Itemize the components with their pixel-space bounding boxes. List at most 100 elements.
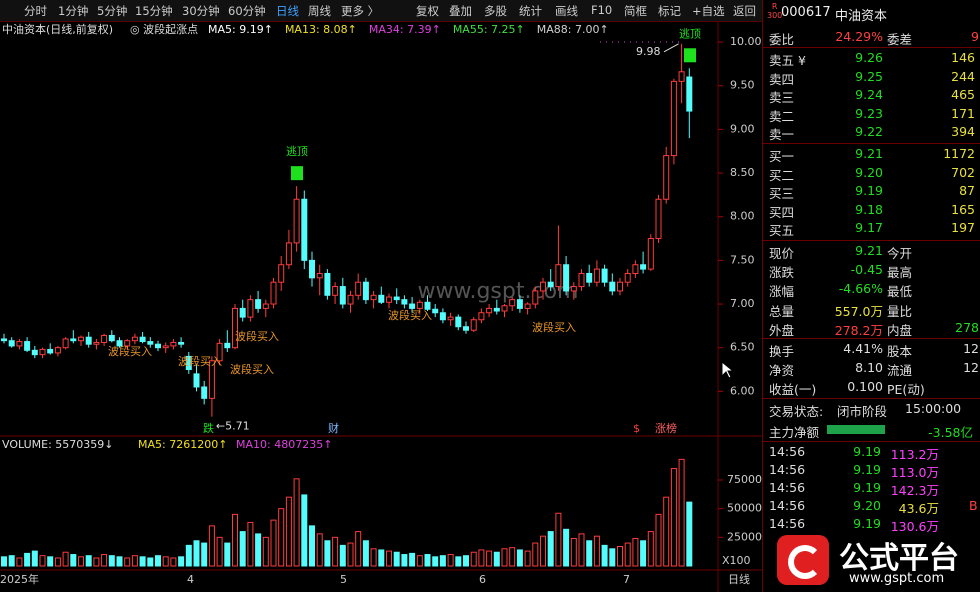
cell: 278.2万	[834, 322, 883, 338]
period-tab[interactable]: 15分钟	[135, 4, 173, 18]
volume-bar	[570, 537, 577, 567]
candle-body	[208, 360, 215, 399]
ma-label: MA13: 8.08↑	[285, 23, 357, 36]
period-tab[interactable]: 60分钟	[228, 4, 266, 18]
period-tab[interactable]: 周线	[308, 4, 331, 18]
volume-bar	[162, 556, 169, 567]
cell: -4.66%	[838, 281, 883, 297]
candle-body	[8, 340, 15, 347]
candle-body	[609, 281, 616, 292]
candle-body	[532, 290, 539, 305]
period-tab[interactable]: 1分钟	[58, 4, 89, 18]
ma-label: MA88: 7.00↑	[537, 23, 609, 36]
cell: 14:56	[769, 462, 806, 477]
event-label: $	[633, 422, 640, 435]
candle-body	[593, 268, 600, 283]
y-tick-label: 8.50	[730, 166, 755, 179]
tool-button[interactable]: 返回	[733, 4, 756, 18]
volume-bar	[108, 555, 115, 567]
period-tab[interactable]: 更多 〉	[341, 4, 380, 18]
candle-body	[655, 198, 662, 240]
cell: 9.25	[855, 68, 883, 84]
tool-button[interactable]: 统计	[519, 4, 542, 18]
volume-bar	[185, 544, 192, 567]
cell: 9.17	[855, 220, 883, 236]
candle-body	[463, 326, 469, 331]
y-tick-label: 50000	[727, 502, 762, 515]
volume-bar	[686, 501, 693, 567]
cell: 今开	[887, 246, 913, 261]
tool-button[interactable]: F10	[591, 3, 613, 17]
candle-body	[262, 303, 269, 309]
volume-bar	[478, 549, 485, 567]
volume-bar	[532, 542, 539, 567]
chart-title: 中油资本(日线,前复权)	[2, 22, 113, 36]
cell: 卖五 ¥	[769, 53, 806, 68]
volume-bar	[640, 540, 647, 567]
candle-body	[570, 286, 577, 292]
candle-body	[455, 316, 462, 328]
cell: 113.0万	[890, 465, 939, 480]
logo-mark	[788, 545, 822, 579]
cell: 现价	[769, 246, 795, 261]
escape-label: 逃顶	[679, 27, 701, 40]
y-tick-label: 75000	[727, 473, 762, 486]
volume-bar	[347, 542, 354, 567]
cell: 9.20	[855, 164, 883, 180]
divider	[763, 240, 980, 241]
period-tab[interactable]: 5分钟	[97, 4, 128, 18]
tool-button[interactable]: +自选	[692, 4, 725, 18]
cell: 9.19	[853, 444, 881, 459]
cell: PE(动)	[887, 382, 925, 397]
period-tab[interactable]: 分时	[24, 4, 47, 18]
flow-bar	[827, 425, 885, 434]
volume-bar	[447, 554, 454, 567]
volume-bar	[593, 535, 600, 567]
tool-button[interactable]: 叠加	[449, 4, 472, 18]
candle-body	[24, 341, 31, 351]
volume-bar	[547, 531, 554, 567]
volume-bar	[470, 551, 477, 567]
cell: 流通	[887, 363, 913, 378]
tool-button[interactable]: 复权	[416, 4, 439, 18]
cell: 8.10	[855, 360, 883, 375]
cell: 87	[959, 183, 975, 199]
candle-body	[516, 299, 523, 309]
tool-button[interactable]: 简框	[624, 4, 647, 18]
candle-body	[54, 347, 61, 354]
buy-signal: 波段买入	[532, 320, 576, 334]
candle-body	[309, 259, 315, 279]
cell: 171	[951, 105, 975, 121]
volume-bar	[393, 551, 400, 567]
period-tab[interactable]: 30分钟	[182, 4, 220, 18]
tool-button[interactable]: 多股	[484, 4, 507, 18]
volume-bar	[24, 552, 31, 567]
y-tick-label: 9.50	[730, 79, 755, 92]
volume-bar	[278, 508, 285, 567]
candle-body	[247, 299, 254, 318]
buy-signal: 波段买入	[230, 362, 274, 376]
toolbar: 分时 1分钟 5分钟 15分钟 30分钟 60分钟 日线 周线 更多 〉 复权 叠加 多股 统计 画线 F1…	[0, 0, 762, 22]
candle-body	[547, 281, 554, 288]
divider	[763, 338, 980, 339]
tool-button[interactable]: 标记	[658, 4, 681, 18]
cell: 244	[951, 68, 975, 84]
tool-button[interactable]: 画线	[555, 4, 578, 18]
candle-body	[93, 341, 100, 345]
volume-bar	[362, 540, 369, 567]
volume-bar	[563, 528, 570, 567]
volume-bar	[516, 549, 523, 567]
cell: 165	[951, 201, 975, 217]
badge-top: R	[771, 2, 778, 11]
candle-body	[332, 286, 339, 296]
volume-bar	[193, 540, 200, 567]
candle-body	[493, 307, 500, 312]
logo-icon	[777, 535, 829, 585]
volume-bar	[309, 525, 315, 567]
candle-body	[85, 336, 92, 345]
candle-body	[601, 268, 608, 283]
ma-label: MA34: 7.39↑	[369, 23, 441, 36]
volume-bar	[301, 494, 308, 567]
period-tab[interactable]: 日线	[276, 4, 299, 18]
cell: 委比	[769, 32, 795, 47]
